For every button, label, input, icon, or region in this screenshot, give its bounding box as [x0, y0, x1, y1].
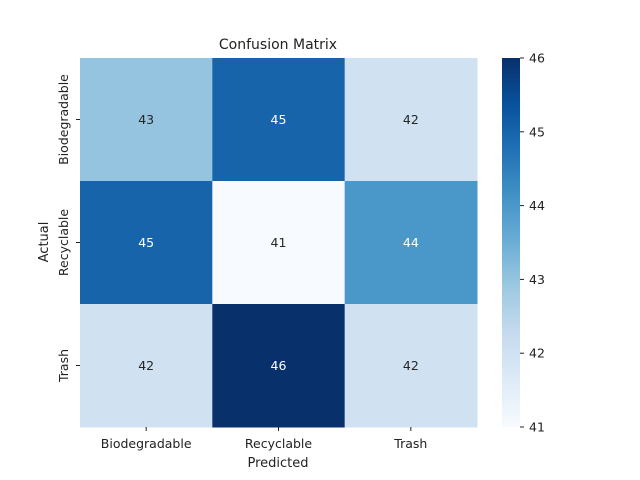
heatmap-cell-label: 45 — [138, 235, 154, 250]
colorbar: 41 42 43 44 45 46 — [502, 51, 545, 435]
heatmap-cell-labels: 43 45 42 45 41 44 42 46 42 — [138, 112, 419, 373]
heatmap-cell-label: 42 — [403, 358, 419, 373]
heatmap-cell — [80, 181, 213, 305]
colorbar-tick-label: 44 — [529, 198, 545, 213]
x-tick-label: Recyclable — [245, 436, 312, 451]
x-tick-label: Biodegradable — [101, 436, 192, 451]
y-axis-ticks: Biodegradable Recyclable Trash — [56, 74, 80, 383]
colorbar-gradient — [502, 58, 520, 427]
heatmap-cell — [212, 58, 346, 182]
y-tick-label: Trash — [56, 349, 71, 383]
heatmap-cell — [212, 304, 346, 428]
y-tick-label: Recyclable — [56, 209, 71, 276]
heatmap-cell — [80, 58, 213, 182]
heatmap-cell-label: 42 — [138, 358, 154, 373]
y-axis-label: Actual — [37, 222, 52, 263]
heatmap-cell-label: 43 — [138, 112, 154, 127]
heatmap-cell — [344, 181, 478, 305]
heatmap-cell-label: 45 — [271, 112, 287, 127]
colorbar-tick-label: 42 — [529, 346, 545, 361]
y-tick-label: Biodegradable — [56, 74, 71, 165]
heatmap-cell-label: 44 — [403, 235, 419, 250]
heatmap-cell-label: 42 — [403, 112, 419, 127]
heatmap-cells — [80, 58, 478, 428]
heatmap-cell — [344, 58, 478, 182]
heatmap-cell — [212, 181, 346, 305]
x-axis-ticks: Biodegradable Recyclable Trash — [101, 427, 427, 451]
x-tick-label: Trash — [393, 436, 427, 451]
colorbar-tick-label: 41 — [529, 420, 545, 435]
heatmap-cell — [344, 304, 478, 428]
chart-title: Confusion Matrix — [219, 37, 337, 53]
heatmap-cell — [80, 304, 213, 428]
colorbar-tick-label: 45 — [529, 124, 545, 139]
colorbar-tick-label: 46 — [529, 51, 545, 66]
heatmap-cell-label: 41 — [271, 235, 287, 250]
heatmap-cell-label: 46 — [271, 358, 287, 373]
colorbar-tick-label: 43 — [529, 272, 545, 287]
x-axis-label: Predicted — [247, 456, 308, 471]
